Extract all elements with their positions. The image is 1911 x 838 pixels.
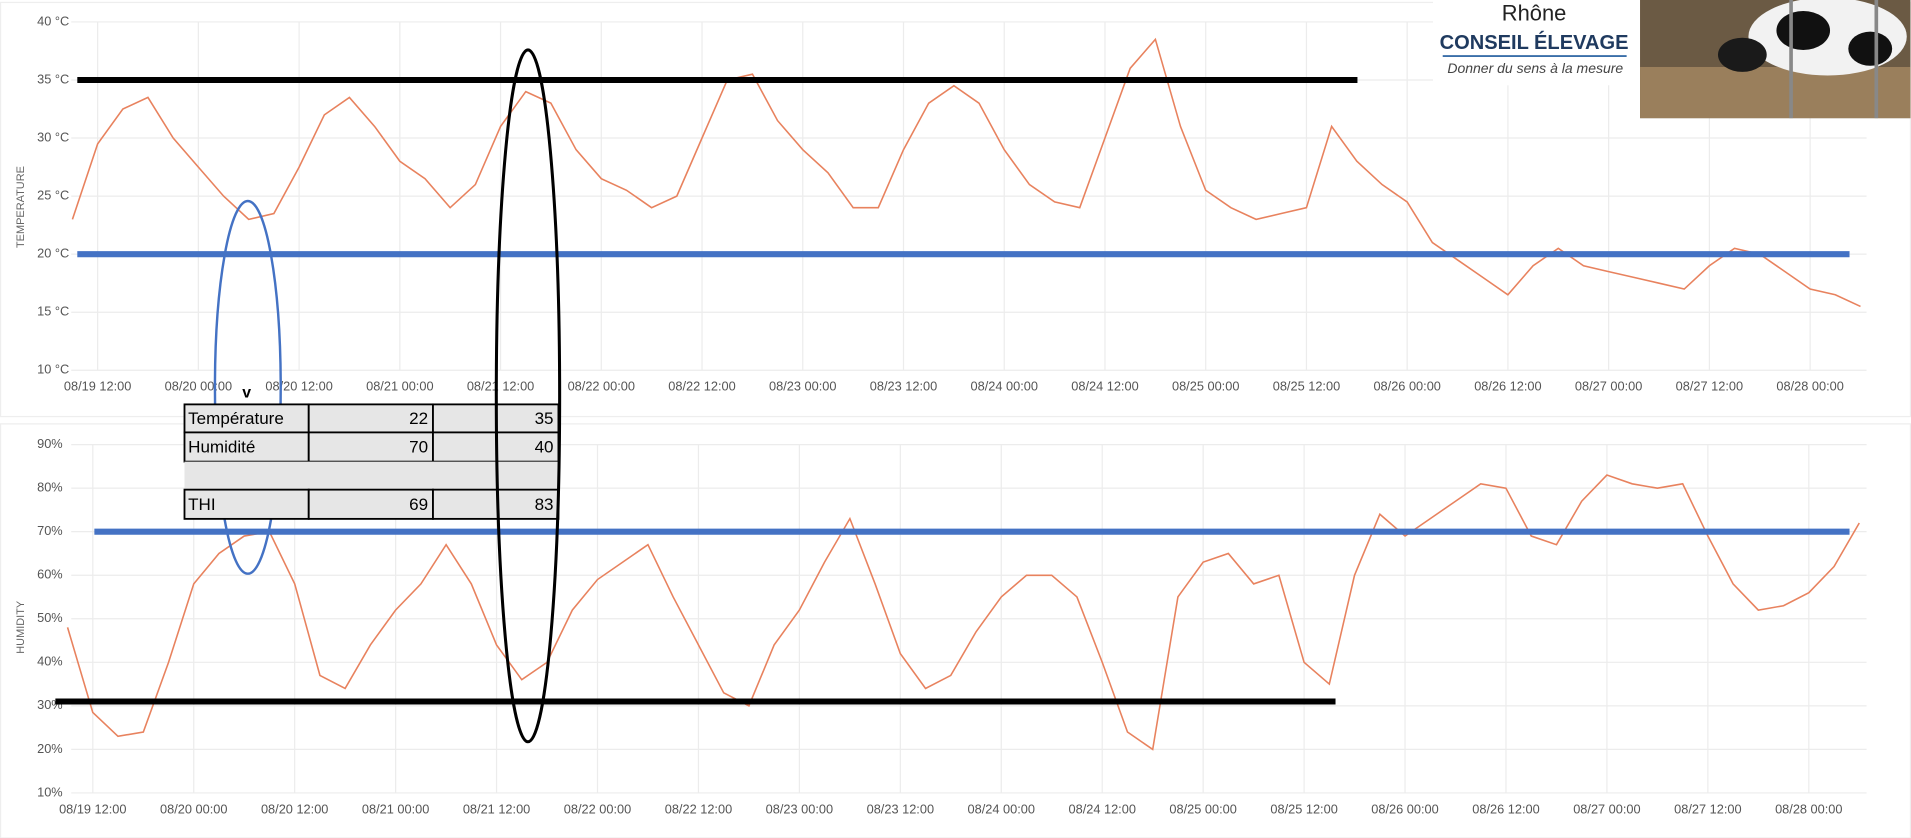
y-tick-label: 60% (37, 567, 63, 582)
x-tick-label: 08/27 00:00 (1575, 379, 1642, 394)
x-tick-label: 08/24 12:00 (1071, 379, 1138, 394)
y-tick-label: 40% (37, 654, 63, 669)
x-tick-label: 08/26 12:00 (1474, 379, 1541, 394)
x-tick-label: 08/24 00:00 (968, 801, 1035, 816)
logo: Rhône CONSEIL ÉLEVAGE Donner du sens à l… (1433, 0, 1640, 85)
x-tick-label: 08/22 12:00 (668, 379, 735, 394)
table-label: Température (188, 409, 284, 428)
x-tick-label: 08/24 12:00 (1068, 801, 1135, 816)
x-tick-label: 08/22 00:00 (568, 379, 635, 394)
y-tick-label: 20 °C (37, 246, 69, 261)
y-tick-label: 25 °C (37, 187, 69, 202)
x-tick-label: 08/23 00:00 (766, 801, 833, 816)
x-tick-label: 08/22 12:00 (665, 801, 732, 816)
x-tick-label: 08/20 00:00 (160, 801, 227, 816)
x-tick-label: 08/20 12:00 (265, 379, 332, 394)
x-tick-label: 08/24 00:00 (971, 379, 1038, 394)
x-tick-label: 08/27 12:00 (1676, 379, 1743, 394)
x-tick-label: 08/20 12:00 (261, 801, 328, 816)
marker: v (242, 385, 251, 402)
y-tick-label: 90% (37, 436, 63, 451)
table: Température 22 35 Humidité 70 40 THI 69 83 (184, 404, 558, 518)
y-tick-label: 50% (37, 610, 63, 625)
x-tick-label: 08/23 12:00 (870, 379, 937, 394)
y-tick-label: 10 °C (37, 362, 69, 377)
photo (1640, 0, 1910, 118)
table-value: 69 (409, 495, 428, 514)
cow-head (1718, 38, 1767, 72)
y-axis-title: TEMPERATURE (15, 166, 27, 248)
screenshot: 10 °C 15 °C 20 °C 25 °C 30 °C 35 °C 40 °C 08/19… (0, 0, 1911, 838)
table-label: Humidité (188, 438, 255, 457)
logo-name: CONSEIL ÉLEVAGE (1440, 31, 1629, 54)
table-value: 83 (535, 495, 554, 514)
x-tick-label: 08/25 00:00 (1169, 801, 1236, 816)
table-value: 35 (535, 409, 554, 428)
x-tick-label: 08/23 12:00 (867, 801, 934, 816)
x-tick-label: 08/28 00:00 (1776, 379, 1843, 394)
logo-tagline: Donner du sens à la mesure (1447, 60, 1623, 76)
x-tick-label: 08/22 00:00 (564, 801, 631, 816)
x-tick-label: 08/26 00:00 (1373, 379, 1440, 394)
x-tick-label: 08/26 00:00 (1371, 801, 1438, 816)
y-tick-label: 70% (37, 523, 63, 538)
x-tick-label: 08/20 00:00 (165, 379, 232, 394)
y-tick-label: 20% (37, 741, 63, 756)
x-tick-label: 08/19 12:00 (64, 379, 131, 394)
table-empty-row (184, 462, 558, 490)
x-tick-label: 08/19 12:00 (59, 801, 126, 816)
table-value: 22 (409, 409, 428, 428)
logo-region: Rhône (1502, 0, 1567, 25)
page: {"chart_data": [ {"type": "line", "y_lab… (0, 0, 1911, 838)
y-axis-title: HUMIDITY (15, 600, 27, 654)
x-tick-label: 08/25 12:00 (1270, 801, 1337, 816)
x-tick-label: 08/26 12:00 (1472, 801, 1539, 816)
x-tick-label: 08/23 00:00 (769, 379, 836, 394)
x-tick-label: 08/21 00:00 (366, 379, 433, 394)
x-tick-label: 08/27 00:00 (1573, 801, 1640, 816)
table-value: 70 (409, 438, 428, 457)
y-tick-label: 15 °C (37, 304, 69, 319)
x-tick-label: 08/25 00:00 (1172, 379, 1239, 394)
cow-spot (1848, 32, 1892, 66)
x-tick-label: 08/25 12:00 (1273, 379, 1340, 394)
x-tick-label: 08/21 12:00 (467, 379, 534, 394)
y-tick-label: 30 °C (37, 129, 69, 144)
x-tick-label: 08/21 12:00 (463, 801, 530, 816)
table-value: 40 (535, 438, 554, 457)
y-tick-label: 80% (37, 479, 63, 494)
cow-spot (1776, 11, 1830, 50)
photo-ground (1640, 67, 1910, 118)
x-tick-label: 08/27 12:00 (1674, 801, 1741, 816)
x-tick-label: 08/21 00:00 (362, 801, 429, 816)
x-tick-label: 08/28 00:00 (1775, 801, 1842, 816)
y-tick-label: 40 °C (37, 13, 69, 28)
y-tick-label: 10% (37, 784, 63, 799)
table-label: THI (188, 495, 215, 514)
y-tick-label: 35 °C (37, 71, 69, 86)
